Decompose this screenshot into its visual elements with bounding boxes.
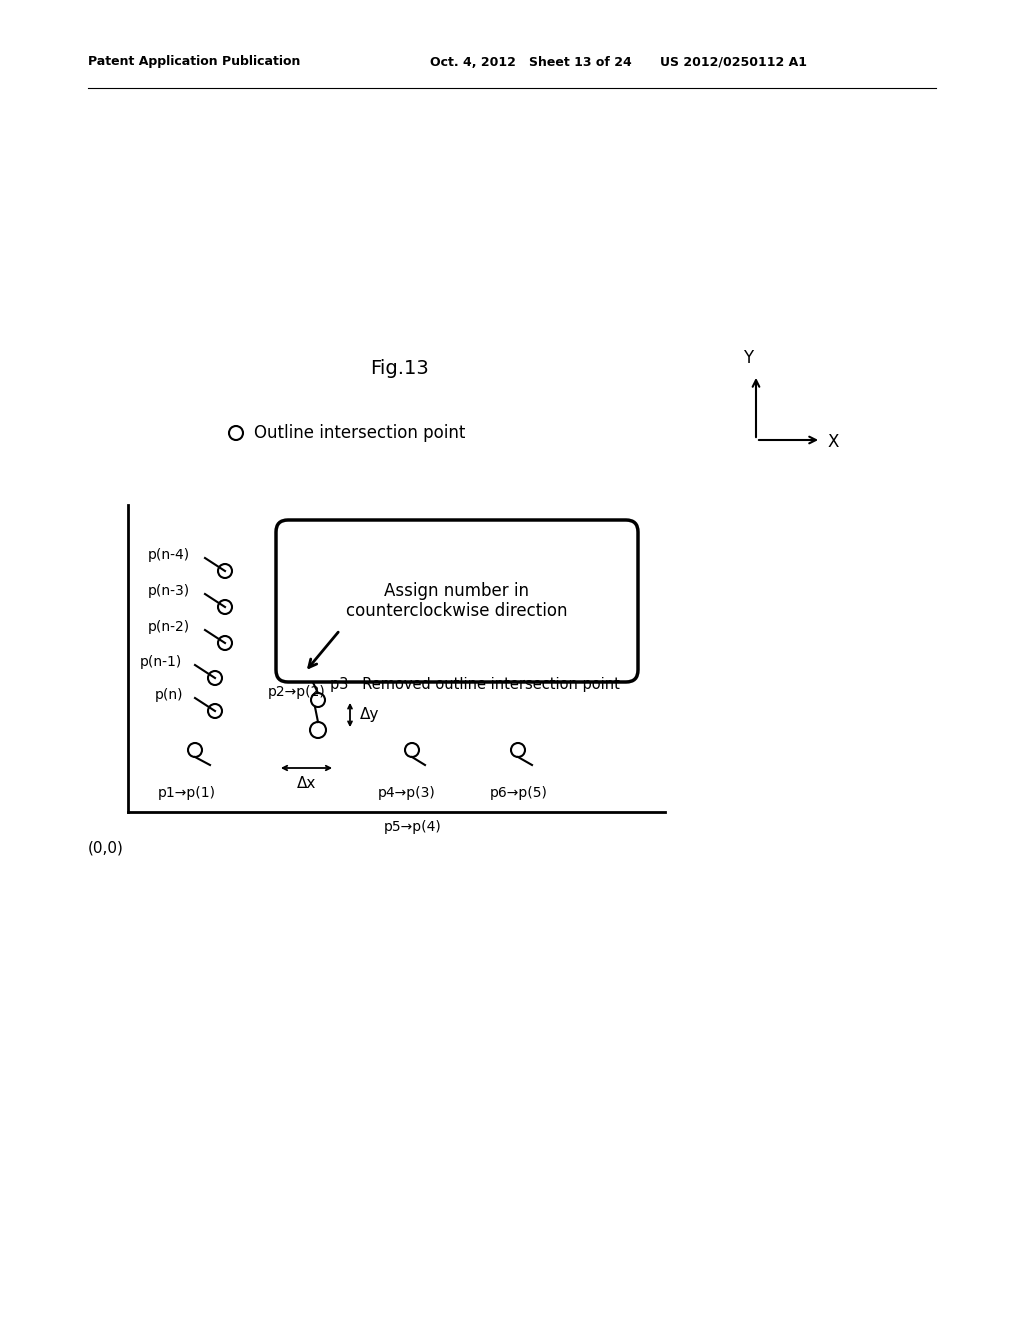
- Text: p(n): p(n): [155, 688, 183, 702]
- Text: p(n-3): p(n-3): [148, 583, 190, 598]
- Text: p2→p(2): p2→p(2): [268, 685, 326, 700]
- Text: Δx: Δx: [297, 776, 316, 792]
- Text: Y: Y: [743, 348, 753, 367]
- Text: p(n-4): p(n-4): [148, 548, 190, 562]
- Text: p4→p(3): p4→p(3): [378, 785, 436, 800]
- FancyBboxPatch shape: [276, 520, 638, 682]
- Text: Patent Application Publication: Patent Application Publication: [88, 55, 300, 69]
- Text: (0,0): (0,0): [88, 841, 124, 855]
- Text: US 2012/0250112 A1: US 2012/0250112 A1: [660, 55, 807, 69]
- Text: Oct. 4, 2012   Sheet 13 of 24: Oct. 4, 2012 Sheet 13 of 24: [430, 55, 632, 69]
- Text: p1→p(1): p1→p(1): [158, 785, 216, 800]
- Text: p5→p(4): p5→p(4): [384, 820, 441, 834]
- Text: p(n-2): p(n-2): [148, 620, 190, 634]
- Text: p3   Removed outline intersection point: p3 Removed outline intersection point: [330, 676, 620, 692]
- Text: Fig.13: Fig.13: [370, 359, 429, 378]
- Text: Assign number in
counterclockwise direction: Assign number in counterclockwise direct…: [346, 582, 567, 620]
- Text: Δy: Δy: [360, 708, 379, 722]
- Text: Outline intersection point: Outline intersection point: [254, 424, 465, 442]
- Text: p6→p(5): p6→p(5): [490, 785, 548, 800]
- Text: p(n-1): p(n-1): [140, 655, 182, 669]
- Text: X: X: [827, 433, 839, 451]
